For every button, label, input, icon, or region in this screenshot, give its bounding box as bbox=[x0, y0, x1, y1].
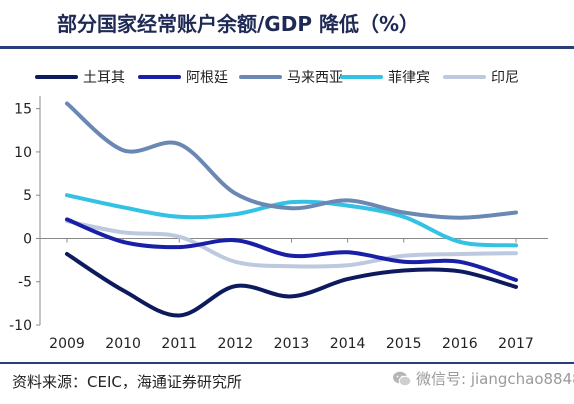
chart-axes: -10 -5 0 5 10 15 2009 2010 2011 2012 2013 2014 2015 2… bbox=[9, 96, 548, 352]
x-tick-label: 2017 bbox=[498, 336, 534, 352]
series-line-1 bbox=[65, 217, 518, 282]
line-chart: 土耳其 阿根廷 马来西亚 菲律宾 印尼 -10 -5 0 5 10 15 2009 2010 2011 2… bbox=[9, 70, 548, 352]
page-title: 部分国家经常账户余额/GDP 降低（%） bbox=[57, 12, 419, 36]
wechat-icon bbox=[393, 371, 412, 386]
y-tick-label: -10 bbox=[9, 318, 32, 334]
y-tick-label: 5 bbox=[23, 188, 32, 204]
chart-legend: 土耳其 阿根廷 马来西亚 菲律宾 印尼 bbox=[35, 70, 519, 86]
legend-label: 马来西亚 bbox=[287, 70, 343, 86]
y-tick-label: 0 bbox=[23, 231, 32, 247]
x-tick-label: 2010 bbox=[105, 336, 141, 352]
series-line-2 bbox=[65, 101, 518, 220]
legend-label: 土耳其 bbox=[83, 70, 125, 86]
x-tick-label: 2013 bbox=[274, 336, 310, 352]
series-line-4 bbox=[65, 219, 518, 269]
wechat-watermark: 微信号: jiangchao8848 bbox=[392, 368, 574, 389]
y-tick-label: 10 bbox=[14, 145, 32, 161]
title-divider bbox=[0, 46, 574, 49]
x-tick-label: 2011 bbox=[161, 336, 197, 352]
chart-lines bbox=[65, 101, 518, 318]
watermark-text: 微信号: jiangchao8848 bbox=[416, 370, 574, 388]
y-tick-label: 15 bbox=[14, 102, 32, 118]
series-line-3 bbox=[65, 193, 518, 248]
y-tick-label: -5 bbox=[18, 275, 32, 291]
x-tick-label: 2009 bbox=[49, 336, 85, 352]
legend-label: 菲律宾 bbox=[388, 70, 430, 86]
x-tick-label: 2014 bbox=[330, 336, 366, 352]
x-tick-label: 2012 bbox=[218, 336, 254, 352]
x-tick-label: 2016 bbox=[442, 336, 478, 352]
legend-label: 阿根廷 bbox=[186, 70, 228, 86]
footer-divider bbox=[0, 362, 574, 364]
series-line-0 bbox=[65, 252, 518, 318]
x-tick-label: 2015 bbox=[386, 336, 422, 352]
source-note: 资料来源：CEIC，海通证券研究所 bbox=[12, 373, 242, 391]
legend-label: 印尼 bbox=[491, 70, 519, 86]
